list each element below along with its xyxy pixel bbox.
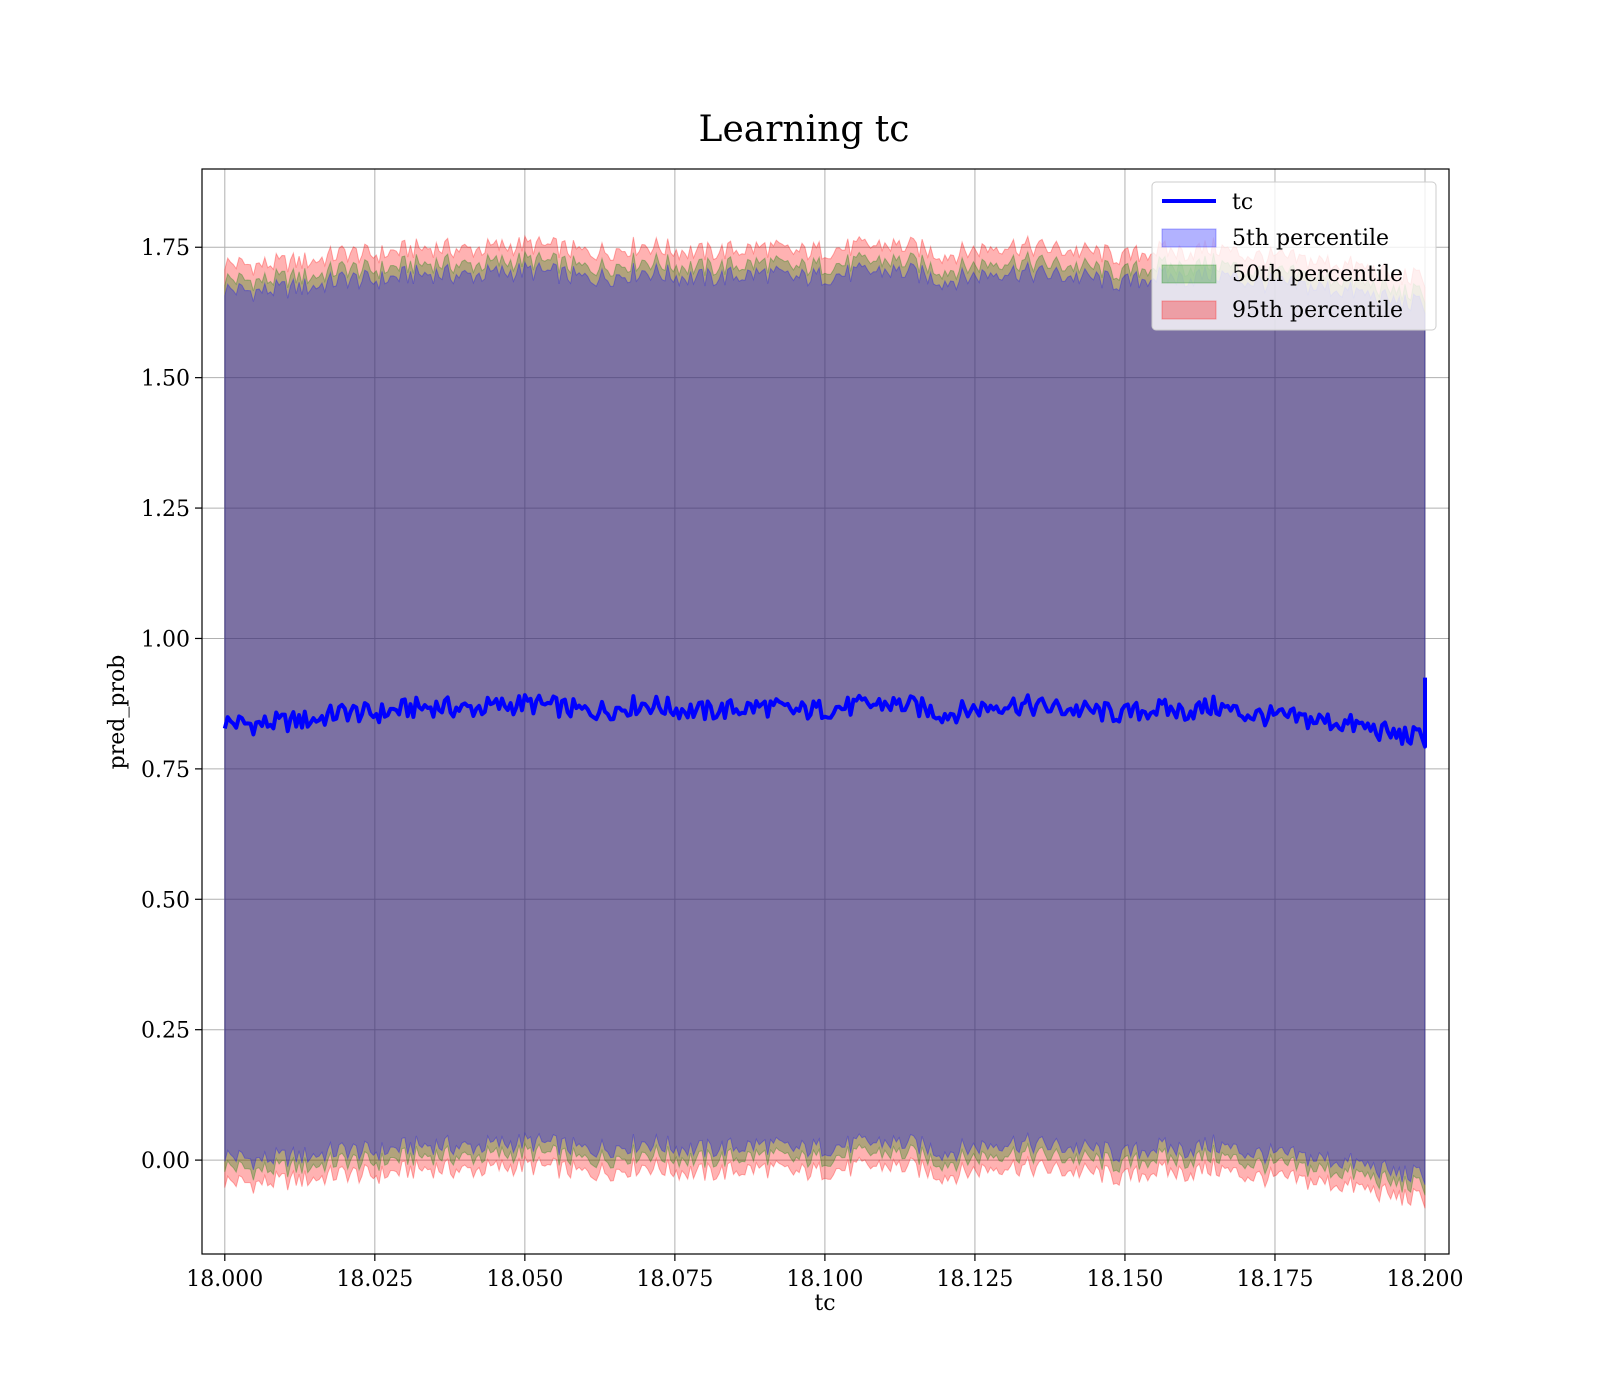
band-95th: [224, 234, 1426, 1209]
x-tick-label: 18.050: [486, 1267, 563, 1292]
chart-title: Learning tc: [699, 109, 910, 150]
y-tick-label: 0.25: [141, 1019, 190, 1044]
y-axis-ticks: 0.00 0.25 0.50 0.75 1.00 1.25 1.50 1.75: [141, 236, 202, 1174]
x-tick-label: 18.100: [786, 1267, 863, 1292]
legend-swatch-5th: [1161, 228, 1217, 248]
y-tick-label: 0.75: [141, 758, 190, 783]
y-tick-label: 1.75: [141, 236, 190, 261]
legend-swatch-95th: [1161, 300, 1217, 320]
legend-box: [1151, 181, 1437, 331]
x-tick-label: 18.125: [936, 1267, 1013, 1292]
legend-label: 95th percentile: [1232, 298, 1403, 323]
band-50th: [224, 250, 1426, 1196]
x-tick-label: 18.175: [1236, 1267, 1313, 1292]
tc-line: [222, 677, 1427, 749]
y-tick-label: 0.00: [141, 1149, 190, 1174]
legend-label: 5th percentile: [1232, 226, 1389, 251]
legend: tc 5th percentile 50th percentile 95th perc…: [1151, 181, 1437, 331]
x-tick-label: 18.000: [186, 1267, 263, 1292]
band-5th: [224, 260, 1426, 1185]
legend-label: 50th percentile: [1232, 262, 1403, 287]
y-tick-label: 0.50: [141, 888, 190, 913]
legend-swatch-50th: [1161, 264, 1217, 284]
series-lines: [222, 677, 1427, 749]
x-axis-ticks: 18.000 18.025 18.050 18.075 18.100 18.125 18.1…: [186, 1254, 1463, 1292]
x-tick-label: 18.025: [336, 1267, 413, 1292]
plot-frame: [201, 168, 1450, 1255]
x-tick-label: 18.075: [636, 1267, 713, 1292]
legend-label: tc: [1232, 190, 1253, 215]
y-tick-label: 1.25: [141, 497, 190, 522]
y-tick-label: 1.50: [141, 367, 190, 392]
y-axis-label: pred_prob: [105, 655, 130, 770]
y-tick-label: 1.00: [141, 627, 190, 652]
x-tick-label: 18.150: [1086, 1267, 1163, 1292]
percentile-bands: [224, 234, 1426, 1209]
x-axis-label: tc: [814, 1291, 835, 1316]
x-tick-label: 18.200: [1387, 1267, 1464, 1292]
